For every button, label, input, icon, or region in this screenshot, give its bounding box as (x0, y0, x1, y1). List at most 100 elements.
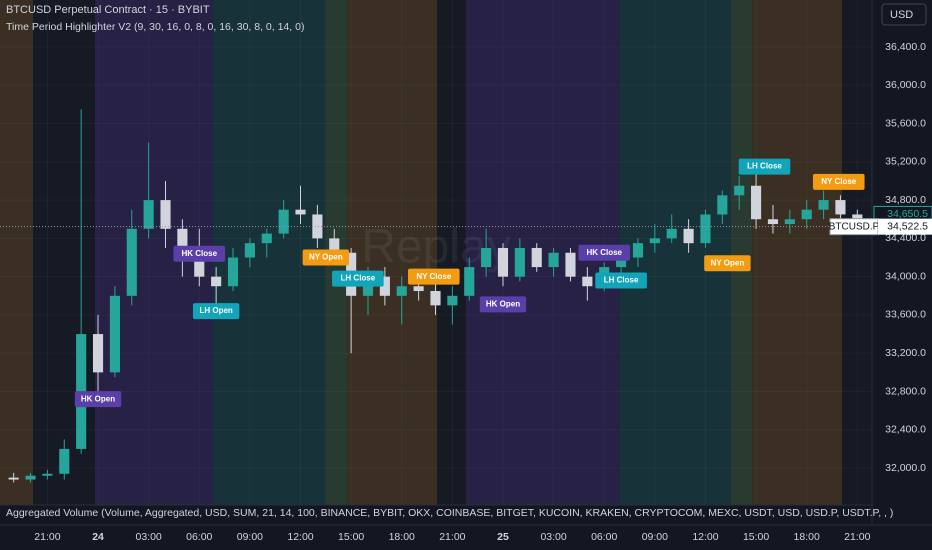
session-band (752, 0, 843, 505)
candle-body (632, 243, 644, 258)
x-tick-label: 24 (92, 531, 104, 543)
candle-body (227, 257, 239, 287)
candle-body (379, 276, 390, 296)
x-tick-label: 03:00 (136, 531, 162, 543)
candle-body (109, 295, 120, 373)
session-label-box (408, 268, 460, 285)
candle-body (126, 228, 137, 296)
x-tick-label: 12:00 (287, 531, 313, 543)
candle-body (464, 267, 475, 296)
candle-body (59, 448, 70, 474)
candle-body (751, 185, 762, 220)
candle-body (143, 200, 154, 229)
session-label: NY Open (309, 253, 343, 262)
candle-body (565, 252, 576, 277)
x-tick-label: 09:00 (237, 531, 263, 543)
price-label: 34,650.5 (887, 208, 928, 220)
annotations: HK Open HK Close LH Open NY Open LH Close NY … (74, 158, 865, 408)
candle-body (514, 247, 525, 277)
currency-label[interactable]: USD (890, 9, 913, 21)
session-label: LH Close (341, 274, 376, 283)
session-label: HK Open (486, 300, 520, 309)
candle-body (295, 209, 306, 215)
candle-body (160, 200, 171, 229)
axes: 32,000.0 32,400.0 32,800.0 33,200.0 33,600.0… (0, 41, 932, 543)
y-tick-label: 36,000.0 (885, 79, 926, 91)
y-tick-label: 32,400.0 (885, 424, 926, 436)
session-label: HK Close (586, 248, 622, 257)
candle-body (649, 238, 660, 244)
candle-body (784, 219, 795, 225)
symbol-label: BTCUSD.P (829, 221, 880, 232)
chart-title: BTCUSD Perpetual Contract · 15 · BYBIT (6, 4, 210, 16)
session-label-box (578, 244, 631, 261)
session-label: NY Close (416, 272, 452, 281)
session-label: LH Close (747, 162, 782, 171)
x-tick-label: 21:00 (844, 531, 870, 543)
session-label: HK Open (81, 394, 115, 403)
candle-body (616, 257, 627, 268)
candle-body (25, 475, 36, 480)
candle-body (700, 214, 711, 244)
y-tick-label: 33,600.0 (885, 309, 926, 321)
session-band (842, 0, 872, 505)
session-band (347, 0, 438, 505)
x-tick-label: 18:00 (389, 531, 415, 543)
price-label: 34,522.5 (887, 220, 928, 232)
candle-body (42, 473, 53, 476)
x-tick-label: 09:00 (642, 531, 668, 543)
session-label-box (173, 245, 226, 262)
candle-body (8, 477, 19, 480)
session-label-box (332, 270, 384, 287)
y-tick-label: 35,600.0 (885, 117, 926, 129)
volume-indicator-title: Aggregated Volume (Volume, Aggregated, U… (6, 507, 893, 519)
x-tick-label: 12:00 (692, 531, 718, 543)
session-band (730, 0, 753, 505)
y-tick-label: 32,000.0 (885, 462, 926, 474)
session-label: HK Close (181, 249, 217, 258)
candle-body (497, 247, 509, 277)
candle-body (396, 286, 407, 296)
y-tick-label: 34,800.0 (885, 194, 926, 206)
candle-body (818, 200, 829, 210)
x-tick-label: 03:00 (540, 531, 566, 543)
session-label-box (738, 158, 791, 175)
candle-body (666, 228, 677, 239)
candle-body (92, 334, 104, 373)
candle-body (194, 257, 205, 277)
session-band (437, 0, 466, 505)
candle-body (244, 243, 255, 258)
y-tick-label: 33,200.0 (885, 347, 926, 359)
session-label-box (74, 391, 122, 408)
y-tick-label: 35,200.0 (885, 156, 926, 168)
session-band (0, 0, 34, 505)
candle-body (717, 195, 728, 215)
session-label: LH Open (199, 306, 232, 315)
session-label-box (479, 296, 527, 313)
candle-body (261, 233, 272, 244)
candle-body (177, 228, 188, 258)
x-tick-label: 06:00 (591, 531, 617, 543)
x-tick-label: 25 (497, 531, 509, 543)
candle-body (582, 276, 593, 287)
session-label: LH Close (604, 276, 639, 285)
price-label-box (878, 218, 932, 235)
candle-body (211, 276, 222, 287)
y-tick-label: 32,800.0 (885, 385, 926, 397)
currency-button[interactable] (881, 3, 927, 26)
x-tick-label: 21:00 (34, 531, 60, 543)
candle-body (278, 209, 289, 234)
x-tick-label: 21:00 (439, 531, 465, 543)
candle-body (835, 200, 846, 215)
y-tick-label: 34,000.0 (885, 270, 926, 282)
x-tick-label: 06:00 (186, 531, 212, 543)
candle-body (531, 247, 542, 268)
session-label: NY Open (711, 258, 745, 267)
session-label-box (704, 255, 751, 272)
candle-body (481, 247, 492, 268)
candle-body (801, 209, 812, 220)
candle-body (430, 291, 441, 306)
indicator-title: Time Period Highlighter V2 (9, 30, 16, 0… (6, 21, 304, 33)
